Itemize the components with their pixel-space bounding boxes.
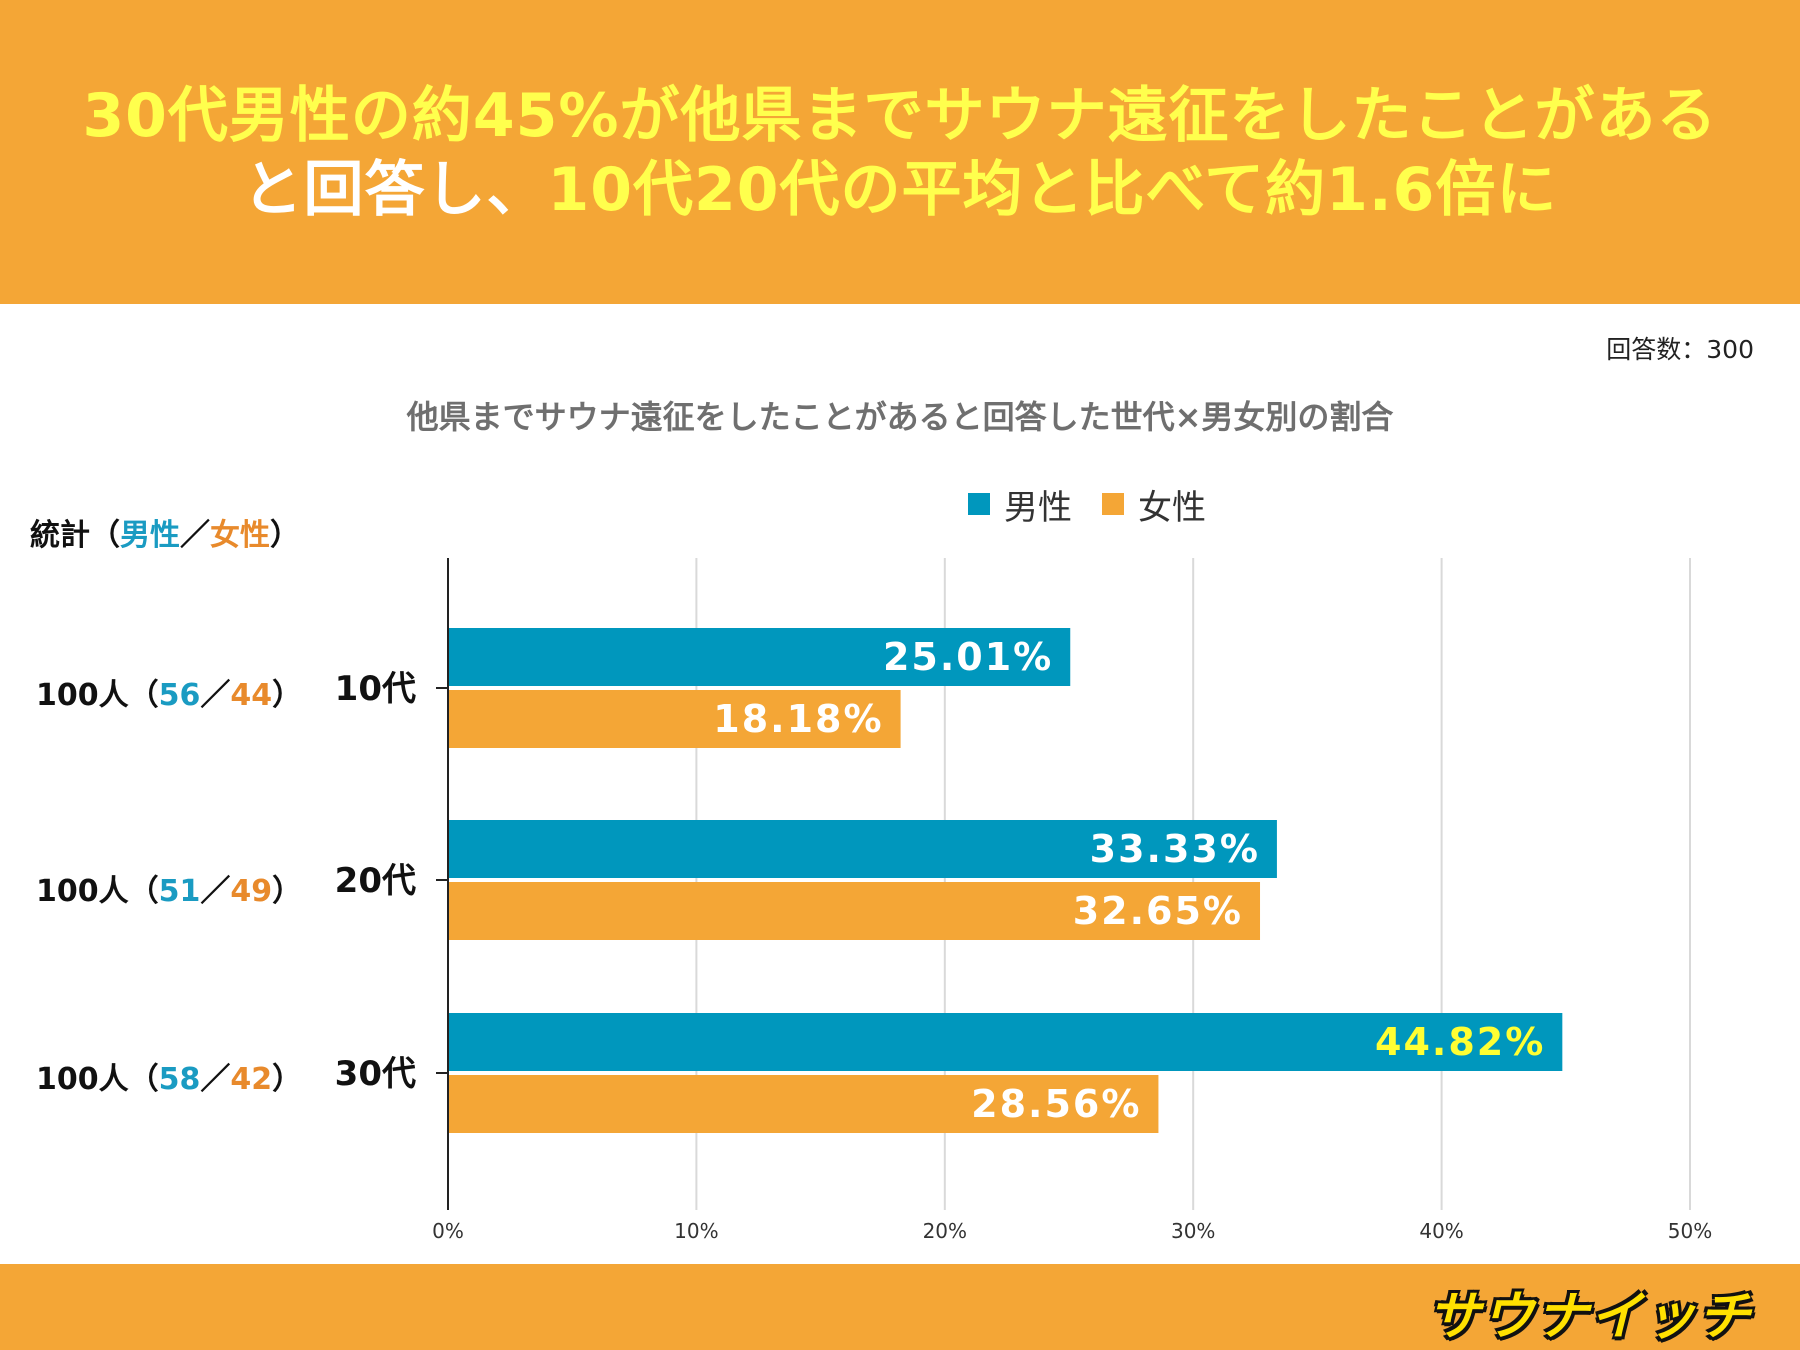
stat-row-20s: 100人（51／49） [36,866,302,910]
bar-female [449,1075,1159,1133]
stats-header-prefix: 統計（ [30,518,120,553]
bar-chart: 0% 10% 20% 30% 40% 50% 10代 25.01%18.18% 20代 33.33… [335,558,1712,1243]
bar-female [449,882,1261,940]
header-banner [0,0,1800,304]
stat-male-count: 58 [158,1062,201,1097]
x-tick-label: 30% [1171,1219,1215,1243]
stat-total: 100人（ [36,1062,159,1097]
x-tick-label: 10% [674,1219,718,1243]
legend-swatch-female [1102,493,1124,515]
bar-male [449,628,1071,686]
bar-male [449,820,1277,878]
x-tick-label: 0% [432,1219,464,1243]
stat-total: 100人（ [36,874,159,909]
stat-female-count: 42 [230,1062,273,1097]
stat-male-count: 51 [158,874,201,909]
brand-logo: サウナイッチ [1427,1287,1752,1347]
stats-header-suffix: ） [270,518,300,553]
chart-title: 他県までサウナ遠征をしたことがあると回答した世代×男女別の割合 [406,398,1394,436]
headline-text-2-white: と回答し、 [242,155,548,225]
legend-label-female: 女性 [1138,487,1206,528]
stat-male-count: 56 [158,678,201,713]
headline-text-1: 30代男性の約45%が他県までサウナ遠征をしたことがある [82,81,1718,151]
stat-close: ） [272,874,303,909]
headline-text-2-yellow: 10代20代の平均と比べて約1.6倍に [547,155,1558,225]
stat-close: ） [272,678,303,713]
x-tick-label: 20% [923,1219,967,1243]
bar-male [449,1013,1563,1071]
stats-header: 統計（男性／女性） [30,510,300,554]
legend-label-male: 男性 [1004,487,1072,528]
legend-swatch-male [968,493,990,515]
stats-header-slash: ／ [180,518,210,553]
legend-item-female: 女性 [1102,480,1206,529]
stats-header-female: 女性 [210,518,270,553]
footer-bar [0,1264,1800,1350]
bar-value-label: 33.33% [1090,827,1260,871]
stat-close: ） [272,1062,303,1097]
bar-value-label: 18.18% [713,697,883,741]
bar-female [449,690,901,748]
stat-row-10s: 100人（56／44） [36,670,302,714]
category-label: 30代 [335,1054,416,1094]
bar-value-label: 44.82% [1375,1020,1545,1064]
legend-item-male: 男性 [968,480,1072,529]
x-tick-label: 40% [1419,1219,1463,1243]
stat-slash: ／ [200,874,231,909]
category-label: 20代 [335,861,416,901]
bar-value-label: 25.01% [883,635,1053,679]
bar-value-label: 32.65% [1073,889,1243,933]
stat-female-count: 44 [230,678,273,713]
stat-row-30s: 100人（58／42） [36,1054,302,1098]
stat-total: 100人（ [36,678,159,713]
stat-female-count: 49 [230,874,273,909]
bar-value-label: 28.56% [971,1082,1141,1126]
respondent-count: 回答数：300 [1606,335,1754,364]
stat-slash: ／ [200,1062,231,1097]
stats-header-male: 男性 [120,518,180,553]
chart-legend: 男性 女性 [968,484,1236,528]
headline-line-2: と回答し、10代20代の平均と比べて約1.6倍に [0,154,1800,226]
headline-line-1: 30代男性の約45%が他県までサウナ遠征をしたことがある [0,80,1800,152]
x-tick-label: 50% [1668,1219,1712,1243]
stat-slash: ／ [200,678,231,713]
category-label: 10代 [335,669,416,709]
